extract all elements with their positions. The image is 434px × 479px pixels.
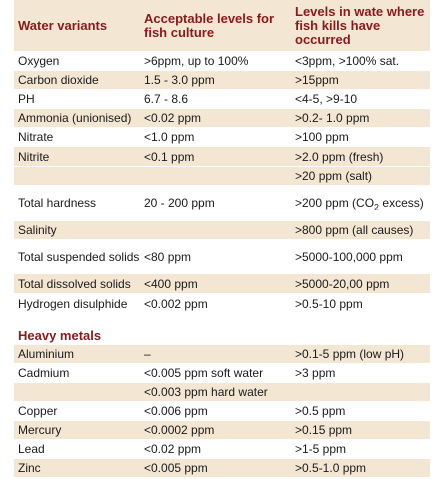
table-row: Cadmium <0.005 ppm soft water >3 ppm [14,364,430,383]
cell-variant: Mercury [18,423,62,437]
table-row: Ammonia (unionised) <0.02 ppm >0.2- 1.0 … [14,109,430,128]
cell-acceptable: <400 ppm [144,276,198,291]
cell-acceptable: <80 ppm [144,249,192,264]
table-row: Nitrite <0.1 ppm >2.0 ppm (fresh) [14,147,430,167]
section-spacer [14,314,430,326]
table-row: Nitrate <1.0 ppm >100 ppm [14,128,430,147]
cell-variant: Nitrite [18,149,50,164]
cell-kills: >0.15 ppm [295,423,353,437]
cell-kills: <3ppm, >100% sat. [295,54,400,68]
cell-variant: Ammonia (unionised) [18,111,132,125]
cell-kills-text: >200 ppm (CO [295,196,375,210]
cell-variant: PH [18,92,35,106]
cell-kills-text-end: excess) [379,196,424,210]
table-row: Salinity >800 ppm (all causes) [14,221,430,240]
cell-kills: >2.0 ppm (fresh) [295,149,384,164]
heavy-metals-title: Heavy metals [18,327,102,343]
cell-variant: Salinity [18,223,57,237]
header-water-variants: Water variants [18,17,108,33]
water-quality-table: Water variants Acceptable levels for fis… [14,0,430,478]
cell-acceptable: – [144,347,151,361]
table-row: <0.003 ppm hard water [14,383,430,402]
cell-acceptable: <0.0002 ppm [144,423,215,437]
cell-kills: >5000-20,00 ppm [295,276,390,291]
cell-kills: >0.1-5 ppm (low pH) [295,347,405,361]
cell-acceptable: <0.02 ppm [144,111,202,125]
table-row: Copper <0.006 ppm >0.5 ppm [14,402,430,421]
cell-variant: Lead [18,442,45,456]
cell-kills: >5000-100,000 ppm [295,249,403,264]
cell-kills: >800 ppm (all causes) [295,223,414,237]
cell-kills: >15ppm [295,73,339,87]
table-row: Mercury <0.0002 ppm >0.15 ppm [14,421,430,440]
cell-acceptable: >6ppm, up to 100% [144,54,249,68]
cell-kills: >3 ppm [295,366,336,380]
header-fish-kill-levels: Levels in wate where fish kills have occ… [295,3,425,47]
cell-kills: >200 ppm (CO2 excess) [293,196,430,210]
cell-acceptable: <0.02 ppm [144,442,202,456]
cell-variant: Copper [18,404,58,418]
table-row: Aluminium – >0.1-5 ppm (low pH) [14,345,430,364]
cell-variant: Hydrogen disulphide [18,296,128,311]
subscript-two: 2 [374,202,380,210]
table-header-row: Water variants Acceptable levels for fis… [14,0,430,52]
cell-acceptable: <0.005 ppm soft water [144,366,264,380]
cell-kills: >0.5-1.0 ppm [295,461,367,475]
table-row: Hydrogen disulphide <0.002 ppm >0.5-10 p… [14,294,430,314]
cell-variant: Carbon dioxide [18,73,99,87]
cell-acceptable: 20 - 200 ppm [144,196,215,210]
cell-kills: >100 ppm [295,130,349,144]
cell-acceptable: 6.7 - 8.6 [144,92,189,106]
cell-acceptable: <0.002 ppm [144,296,208,311]
header-acceptable-levels: Acceptable levels for fish culture [144,10,275,40]
heavy-metals-section-row: Heavy metals [14,326,430,345]
table-row: Carbon dioxide 1.5 - 3.0 ppm >15ppm [14,71,430,90]
table-row: Oxygen >6ppm, up to 100% <3ppm, >100% sa… [14,52,430,71]
cell-kills: >0.5-10 ppm [295,296,363,311]
cell-acceptable: <0.005 ppm [144,461,208,475]
cell-acceptable: <0.006 ppm [144,404,208,418]
cell-variant: Total dissolved solids [18,276,131,291]
cell-variant: Oxygen [18,54,60,68]
table-row: Total suspended solids <80 ppm >5000-100… [14,240,430,274]
table-row: Total hardness 20 - 200 ppm >200 ppm (CO… [14,186,430,221]
cell-acceptable: <1.0 ppm [144,130,195,144]
table-row: Total dissolved solids <400 ppm >5000-20… [14,274,430,294]
cell-kills: >0.5 ppm [295,404,346,418]
cell-kills: >0.2- 1.0 ppm [295,111,370,125]
cell-variant: Total suspended solids [18,249,140,264]
table-row: Zinc <0.005 ppm >0.5-1.0 ppm [14,459,430,478]
cell-acceptable: <0.1 ppm [144,149,195,164]
cell-kills: >1-5 ppm [295,442,347,456]
cell-variant: Total hardness [18,196,97,210]
cell-kills: >20 ppm (salt) [295,169,373,183]
table-row: >20 ppm (salt) [14,167,430,186]
cell-variant: Nitrate [18,130,54,144]
table-row: Lead <0.02 ppm >1-5 ppm [14,440,430,459]
cell-variant: Aluminium [18,347,75,361]
table-row: PH 6.7 - 8.6 <4-5, >9-10 [14,90,430,109]
cell-variant: Cadmium [18,366,70,380]
cell-kills: <4-5, >9-10 [295,92,358,106]
cell-acceptable: <0.003 ppm hard water [144,385,268,399]
cell-acceptable: 1.5 - 3.0 ppm [144,73,215,87]
cell-variant: Zinc [18,461,41,475]
